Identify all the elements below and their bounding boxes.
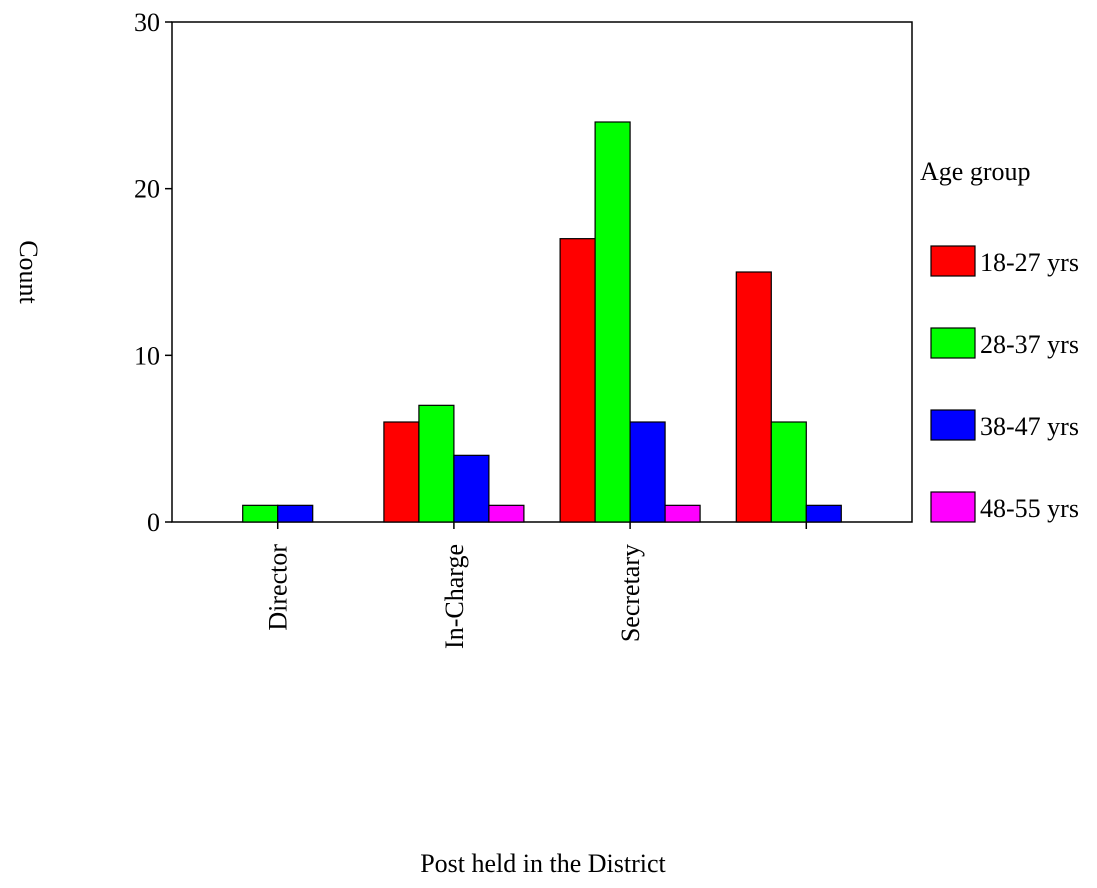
y-tick-label: 10 [134,341,160,370]
legend-label-48-55-yrs: 48-55 yrs [980,494,1079,523]
bar-38-47-yrs-category-4 [805,504,842,523]
bar-28-37-yrs-in-charge [418,404,455,523]
bar-18-27-yrs-in-charge [383,421,420,523]
x-tick-label: Director [264,544,293,631]
legend: Age group 18-27 yrs 28-37 yrs 38-47 yrs 48-… [920,157,1079,523]
bars [242,121,842,523]
x-axis: Director In-Charge Secretary [264,522,808,649]
y-tick-label: 20 [134,175,160,204]
legend-swatch-48-55-yrs [930,491,976,523]
legend-label-18-27-yrs: 18-27 yrs [980,248,1079,277]
bar-28-37-yrs-director [242,504,279,523]
bar-48-55-yrs-secretary [664,504,701,523]
bar-38-47-yrs-director [277,504,314,523]
legend-swatch-28-37-yrs [930,327,976,359]
legend-title: Age group [920,157,1030,186]
bar-28-37-yrs-secretary [594,121,631,523]
y-axis: 0 10 20 30 [134,8,172,537]
y-axis-label: Count [14,240,43,304]
x-axis-label: Post held in the District [420,849,666,878]
bar-48-55-yrs-in-charge [488,504,525,523]
y-tick-label: 0 [147,508,160,537]
y-tick-label: 30 [134,8,160,37]
legend-swatch-18-27-yrs [930,245,976,277]
bar-38-47-yrs-in-charge [453,454,490,523]
x-tick-label: In-Charge [440,544,469,649]
legend-label-38-47-yrs: 38-47 yrs [980,412,1079,441]
legend-label-28-37-yrs: 28-37 yrs [980,330,1079,359]
bar-18-27-yrs-category-4 [735,271,772,523]
bar-38-47-yrs-secretary [629,421,666,523]
bar-18-27-yrs-secretary [559,238,596,523]
legend-swatch-38-47-yrs [930,409,976,441]
bar-28-37-yrs-category-4 [770,421,807,523]
x-tick-label: Secretary [616,544,645,642]
